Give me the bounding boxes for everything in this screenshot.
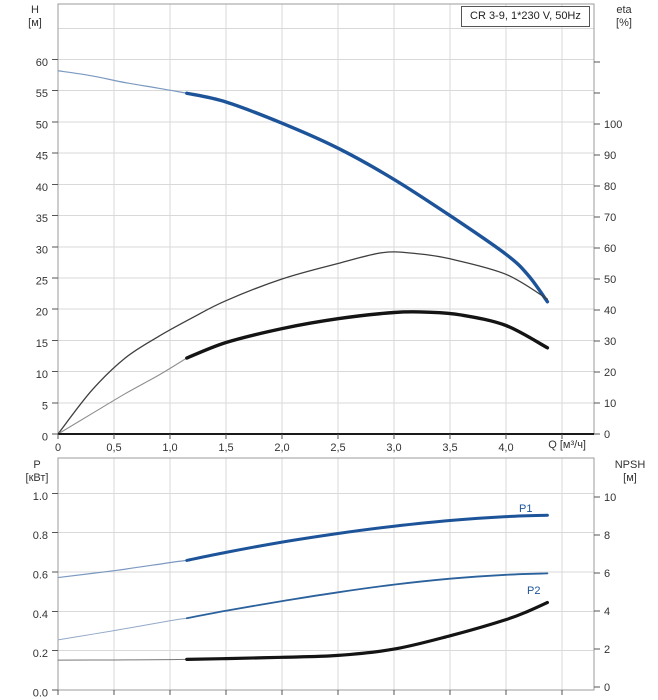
eta-axis-unit: [%] <box>616 17 632 29</box>
tick-label: 20 <box>604 367 616 379</box>
tick-label: 10 <box>604 492 616 504</box>
series-P1-main <box>185 513 549 562</box>
top-right-axis-title: eta [%] <box>606 4 642 30</box>
tick-label: 0 <box>42 432 48 444</box>
series-eta-total-main <box>185 310 550 360</box>
plot-frame <box>57 457 595 691</box>
series-eta <box>57 251 549 435</box>
tick-label: 0 <box>55 442 61 454</box>
tick-label: 40 <box>604 305 616 317</box>
tick-label: 1.0 <box>33 491 48 503</box>
eta-axis-label: eta <box>616 4 632 16</box>
series-eta-total <box>57 310 550 435</box>
tick-label: 0.2 <box>33 648 48 660</box>
p-axis-unit: [кВт] <box>25 472 49 484</box>
tick-label: 3,0 <box>386 442 401 454</box>
tick-label: 0.4 <box>33 609 48 621</box>
h-axis-label: H <box>31 4 39 16</box>
npsh-axis-unit: [м] <box>623 472 637 484</box>
series-H <box>57 70 550 304</box>
tick-label: 0.6 <box>33 570 48 582</box>
series-P1-thin <box>57 559 188 579</box>
chart-hq: 0 5 10 15 20 25 30 35 40 45 50 55 60 0 10 20 30 40 50 60 70 8… <box>36 3 622 454</box>
gridlines <box>58 458 594 690</box>
plot-frame <box>57 3 595 435</box>
tick-label: 35 <box>36 213 48 225</box>
tick-label: 55 <box>36 88 48 100</box>
series-P2-main <box>185 572 549 620</box>
tick-label: 4 <box>604 606 610 618</box>
series-NPSH-thin <box>57 658 188 661</box>
tick-label: 20 <box>36 307 48 319</box>
series-eta-main <box>57 251 549 435</box>
npsh-axis-label: NPSH <box>614 459 646 471</box>
tick-label: 100 <box>604 119 622 131</box>
tick-label: 0 <box>604 429 610 441</box>
tick-label: 5 <box>42 400 48 412</box>
tick-label: 2,5 <box>330 442 345 454</box>
tick-label: 0.0 <box>33 688 48 700</box>
tick-label: 80 <box>604 181 616 193</box>
tick-label: 50 <box>36 119 48 131</box>
tick-label: 25 <box>36 275 48 287</box>
tick-label: 90 <box>604 150 616 162</box>
series-H-main <box>185 91 550 304</box>
ticks <box>52 59 600 439</box>
series-P2-thin <box>57 617 188 641</box>
series-NPSH-main <box>185 600 549 661</box>
bottom-left-axis-title: P [кВт] <box>18 459 56 485</box>
tick-label: 2,0 <box>274 442 289 454</box>
series-P2 <box>57 572 549 641</box>
p-axis-label: P <box>33 459 41 471</box>
series-label-P2: P2 <box>527 585 540 597</box>
h-axis-unit: [м] <box>28 17 42 29</box>
tick-label: 30 <box>36 244 48 256</box>
tick-label: 8 <box>604 530 610 542</box>
series-eta-total-thin <box>57 357 188 435</box>
series-P1 <box>57 513 549 579</box>
tick-label: 70 <box>604 212 616 224</box>
q-axis-title: Q [м³/ч] <box>548 439 586 451</box>
tick-label: 6 <box>604 568 610 580</box>
tick-label: 0.8 <box>33 530 48 542</box>
tick-label: 2 <box>604 644 610 656</box>
tick-label: 40 <box>36 182 48 194</box>
gridlines <box>58 4 594 434</box>
tick-label: 1,0 <box>162 442 177 454</box>
tick-label: 60 <box>36 57 48 69</box>
tick-label: 0,5 <box>106 442 121 454</box>
tick-label: 15 <box>36 338 48 350</box>
chart-p-npsh: P1 P2 0.0 0.2 0.4 0.6 0.8 1.0 0 2 4 6 8 10 <box>33 457 616 700</box>
pump-model-title: CR 3-9, 1*230 V, 50Hz <box>461 6 590 27</box>
tick-label: 1,5 <box>218 442 233 454</box>
tick-label: 60 <box>604 243 616 255</box>
tick-label: 10 <box>36 369 48 381</box>
tick-label: 4,0 <box>498 442 513 454</box>
top-left-axis-title: H [м] <box>20 4 50 30</box>
series-label-P1: P1 <box>519 503 532 515</box>
tick-label: 3,5 <box>442 442 457 454</box>
tick-label: 45 <box>36 151 48 163</box>
tick-label: 50 <box>604 274 616 286</box>
tick-label: 0 <box>604 682 610 694</box>
ticks <box>52 492 600 695</box>
tick-label: 10 <box>604 398 616 410</box>
tick-label: 30 <box>604 336 616 348</box>
series-H-thin <box>57 70 188 94</box>
series-NPSH <box>57 600 549 661</box>
npsh-axis-title: NPSH [м] <box>606 459 654 485</box>
